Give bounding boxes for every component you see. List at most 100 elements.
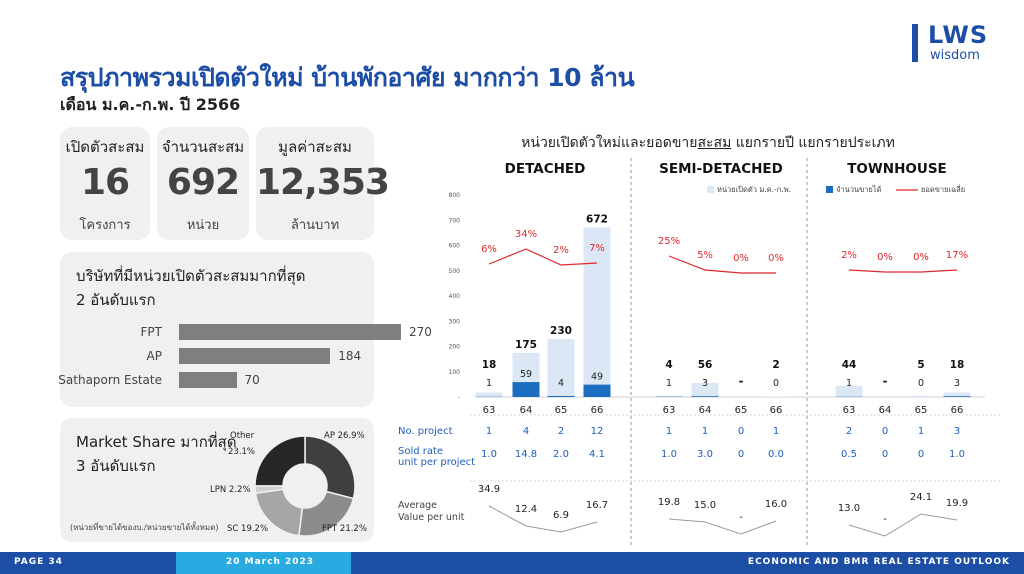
sold-rate-value: 0 [918,449,924,460]
sales-rate-label: 0% [768,253,784,264]
chart-title: หน่วยเปิดตัวใหม่และยอดขายสะสม แยกรายปี แ… [428,132,988,154]
developer-name: FPT [140,325,162,339]
project-count: 12 [591,426,604,437]
project-count: 2 [558,426,564,437]
avg-value-label: 13.0 [838,503,860,514]
sold-rate-value: 0 [738,449,744,460]
sold-bar [691,396,719,397]
avg-value-label: 19.9 [946,498,968,509]
launch-bar [835,385,863,397]
sold-bar [512,382,540,397]
year-tick-label: 66 [770,405,783,416]
y-tick-label: 400 [449,293,461,300]
launch-value-label: 4 [665,359,672,371]
row-label-sold-rate: Sold rate [398,446,443,457]
sales-rate-label: 2% [553,245,569,256]
logo-bar [912,24,918,62]
kpi-card-projects: เปิดตัวสะสม 16 โครงการ [60,127,150,240]
sales-rate-line [488,248,598,266]
sales-rate-label: 34% [515,229,537,240]
avg-value-line [848,513,958,537]
sold-value-label: 49 [591,372,603,383]
sales-rate-label: 0% [877,252,893,263]
legend-label-launch: หน่วยเปิดตัว ม.ค.-ก.พ. [717,185,791,194]
legend-label-sold: จำนวนขายได้ [836,185,882,194]
developer-bar [179,348,331,364]
sold-value-label: 0 [918,378,924,389]
footer-report-title: ECONOMIC AND BMR REAL ESTATE OUTLOOK [747,557,1010,567]
project-count: 1 [702,426,708,437]
y-tick-label: 600 [449,243,461,250]
project-count: 1 [773,426,779,437]
avg-value-label: 34.9 [478,484,500,495]
row-label-sold-rate-2: unit per project [398,457,475,468]
slice-label-lpn: LPN 2.2% [210,485,251,495]
top-developers-heading: บริษัทที่มีหน่วยเปิดตัวสะสมมากที่สุด [76,267,306,285]
sold-value-label: 59 [520,369,532,380]
year-tick-label: 64 [520,405,533,416]
sold-rate-value: 2.0 [553,449,569,460]
kpi-label: มูลค่าสะสม [278,138,352,156]
page-subtitle: เดือน ม.ค.-ก.พ. ปี 2566 [60,95,241,114]
sold-rate-value: 1.0 [481,449,497,460]
year-tick-label: 63 [663,405,676,416]
kpi-value: 12,353 [256,162,390,203]
row-label-projects: No. project [398,426,453,437]
sold-bar [547,395,575,397]
year-tick-label: 63 [843,405,856,416]
launch-value-label: 44 [842,359,857,371]
launch-bar [583,227,611,397]
launch-bar [655,395,683,397]
y-tick-label: 700 [449,217,461,224]
legend-label-rate: ยอดขายเฉลี่ย [921,184,965,194]
launch-value-label: 5 [917,359,924,371]
launch-value-label: 175 [515,339,537,351]
chart-title-part1: หน่วยเปิดตัวใหม่และยอดขาย [521,135,698,151]
footer-page-number: PAGE 34 [14,557,63,567]
kpi-unit: ล้านบาท [290,218,340,233]
slice-label-ap: AP 26.9% [324,431,365,441]
group-title-detached: DETACHED [505,161,586,177]
project-count: 4 [523,426,529,437]
sold-value-label: 1 [666,378,672,389]
launch-bar [547,338,575,397]
avg-value-line [668,518,777,535]
launch-bar [762,396,790,397]
project-count: 0 [882,426,888,437]
donut-slice-other [254,435,306,487]
launch-value-label: 2 [772,359,779,371]
chart-title-underlined: สะสม [697,135,732,151]
project-count: 1 [666,426,672,437]
group-title-townhouse: TOWNHOUSE [847,161,947,177]
slice-label-fpt: FPT 21.2% [322,524,367,534]
kpi-value: 16 [80,162,130,203]
sold-bar [943,396,971,397]
sold-value-label: 3 [702,378,708,389]
launch-value-label: 672 [586,213,608,225]
launch-value-label: 18 [950,359,965,371]
sold-rate-value: 4.1 [589,449,605,460]
top-developers-subheading: 2 อันดับแรก [76,291,156,309]
row-label-avg-value: Average [398,500,437,511]
avg-value-label: 12.4 [515,504,537,515]
project-count: 0 [738,426,744,437]
avg-value-label: 15.0 [694,500,716,511]
developer-value: 184 [338,349,362,363]
avg-value-label: 6.9 [553,510,569,521]
kpi-unit: โครงการ [79,218,131,233]
y-tick-label: - [458,394,460,401]
developer-value: 70 [244,373,260,387]
slice-label-other-pct: 23.1% [228,447,256,457]
avg-value-label: - [883,514,887,525]
sold-value-label: 3 [954,378,960,389]
sales-rate-label: 0% [733,253,749,264]
market-share-heading: Market Share มากที่สุด [76,433,237,451]
developer-bar-row: FPT 270 [60,324,432,340]
sold-value-label: - [739,374,744,388]
sold-rate-value: 0.0 [768,449,784,460]
developer-bar-row: Sathaporn Estate 70 [58,372,374,388]
year-tick-label: 66 [951,405,964,416]
footer-date-block [176,552,351,574]
legend-swatch-launch [707,186,714,193]
sales-rate-label: 0% [913,252,929,263]
